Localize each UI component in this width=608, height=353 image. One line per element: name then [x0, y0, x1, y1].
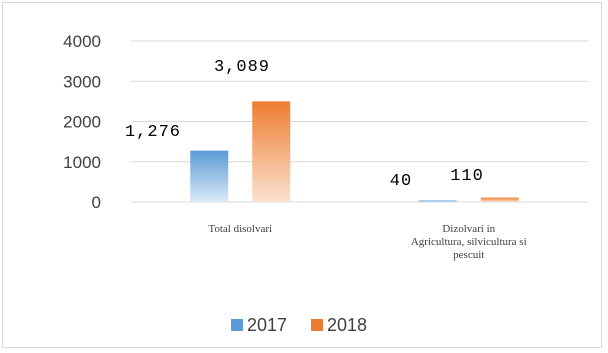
data-labels: 1,276 3,089 40 110 [125, 58, 484, 191]
x-category-label: pescuit [453, 249, 484, 261]
legend-swatch-2018 [311, 319, 323, 331]
legend-label-2018: 2018 [327, 315, 367, 335]
data-label: 1,276 [125, 123, 181, 142]
y-tick-label: 0 [92, 193, 101, 212]
x-category-label: Dizolvari in [442, 223, 495, 235]
bar-2018-2 [480, 197, 519, 202]
bars [190, 101, 519, 202]
y-axis: 0 1000 2000 3000 4000 [63, 32, 101, 212]
x-axis: Total disolvari Dizolvari inAgricultura, … [208, 223, 526, 261]
chart-frame: 0 1000 2000 3000 4000 1,276 3,089 40 110 Total … [2, 2, 602, 348]
legend-swatch-2017 [231, 319, 243, 331]
bar-2017-2 [418, 200, 457, 202]
data-label: 3,089 [214, 58, 270, 77]
x-category-label: Agricultura, silvicultura si [411, 236, 527, 248]
y-tick-label: 3000 [63, 72, 101, 91]
y-tick-label: 4000 [63, 32, 101, 51]
legend-label-2017: 2017 [247, 315, 287, 335]
y-tick-label: 2000 [63, 113, 101, 132]
data-label: 110 [450, 167, 484, 186]
data-label: 40 [390, 172, 412, 191]
y-tick-label: 1000 [63, 153, 101, 172]
bar-chart: 0 1000 2000 3000 4000 1,276 3,089 40 110 Total … [63, 32, 588, 335]
x-category-label: Total disolvari [208, 223, 272, 235]
bar-2017-1 [190, 150, 229, 202]
legend: 2017 2018 [231, 315, 367, 335]
bar-2018-1 [252, 101, 291, 202]
